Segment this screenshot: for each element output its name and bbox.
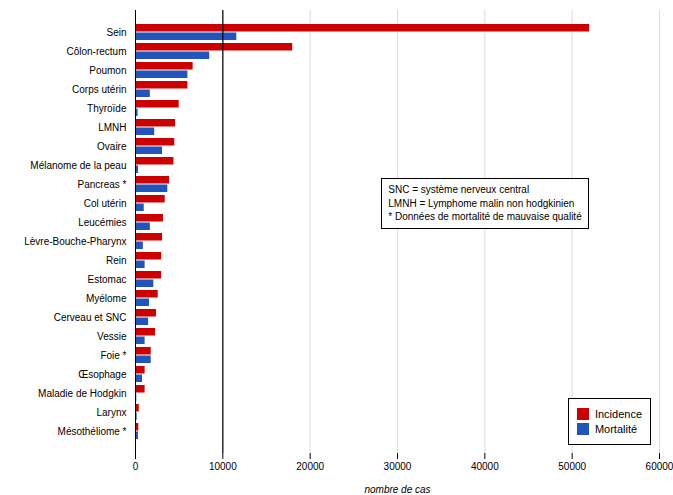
svg-text:Larynx: Larynx [96,407,126,418]
svg-text:Œsophage: Œsophage [78,369,127,380]
svg-text:20000: 20000 [296,461,324,472]
svg-text:Maladie de Hodgkin: Maladie de Hodgkin [38,388,126,399]
svg-text:Pancreas *: Pancreas * [78,179,127,190]
svg-text:Leucémies: Leucémies [78,217,126,228]
svg-text:0: 0 [133,461,139,472]
svg-text:30000: 30000 [384,461,412,472]
svg-text:Côlon-rectum: Côlon-rectum [66,46,126,57]
svg-text:Rein: Rein [106,255,127,266]
svg-text:LMNH: LMNH [98,122,126,133]
svg-text:40000: 40000 [471,461,499,472]
svg-text:Lèvre-Bouche-Pharynx: Lèvre-Bouche-Pharynx [24,236,126,247]
svg-text:Sein: Sein [106,27,126,38]
svg-text:Mésothéliome *: Mésothéliome * [58,426,127,437]
svg-text:Cerveau et SNC: Cerveau et SNC [54,312,127,323]
svg-text:10000: 10000 [209,461,237,472]
svg-text:50000: 50000 [558,461,586,472]
svg-text:Foie *: Foie * [100,350,126,361]
html-text:SNC = système nerveux central: SNC = système nerveux central LMNH = Lym… [388,184,582,223]
svg-text:Mélanome de la peau: Mélanome de la peau [30,160,126,171]
svg-text:Myélome: Myélome [86,293,127,304]
svg-text:Col utérin: Col utérin [84,198,127,209]
svg-text:Ovaire: Ovaire [97,141,127,152]
svg-text:Corps utérin: Corps utérin [72,84,126,95]
html-text:Mortalité: Mortalité [594,423,638,435]
svg-text:Thyroïde: Thyroïde [87,103,127,114]
svg-text:nombre de cas: nombre de cas [364,484,430,495]
html-text:Incidence: Incidence [594,408,642,420]
svg-text:Poumon: Poumon [89,65,126,76]
svg-text:Vessie: Vessie [97,331,127,342]
svg-text:Estomac: Estomac [88,274,127,285]
svg-text:60000: 60000 [646,461,673,472]
